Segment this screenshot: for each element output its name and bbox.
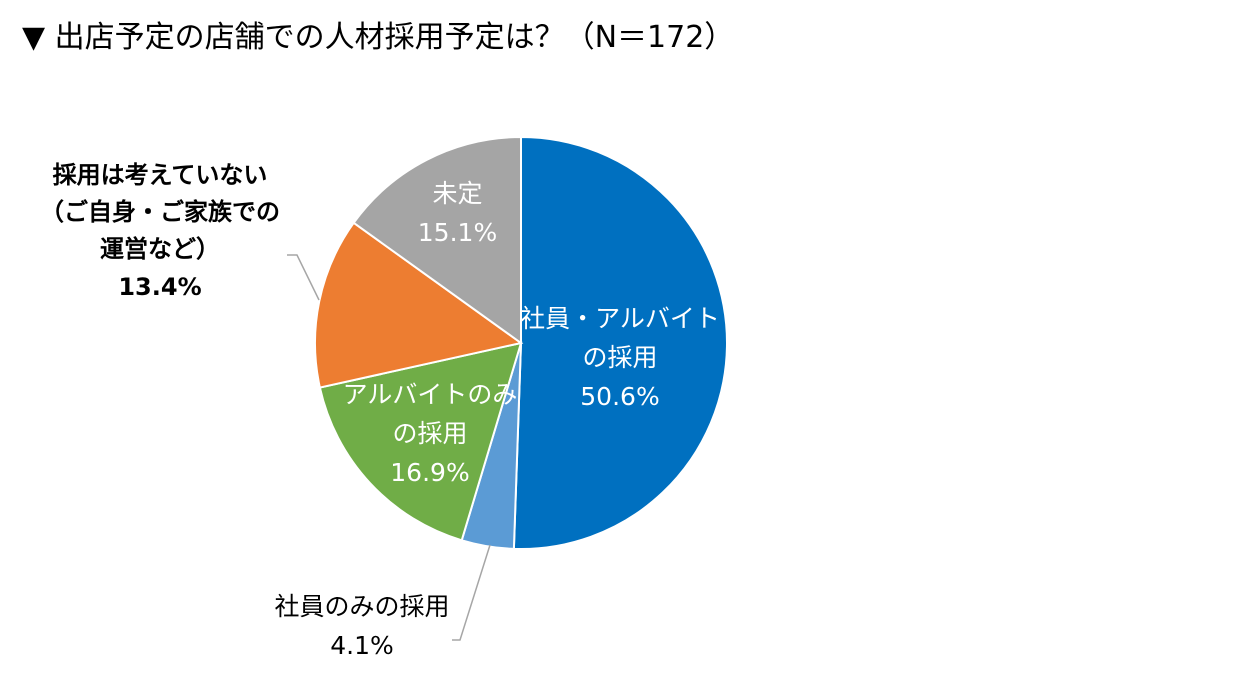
leader-line-employee xyxy=(452,544,491,641)
slice-label-none: 採用は考えていない （ご自身・ご家族での 運営など） 13.4% xyxy=(20,157,300,306)
slice-label-both-line2: の採用 xyxy=(582,342,658,372)
chart-title: ▼ 出店予定の店舗での人材採用予定は？（N＝172） xyxy=(22,20,735,55)
slice-label-employee: 社員のみの採用 4.1% xyxy=(262,588,462,666)
slice-label-both-line1: 社員・アルバイト xyxy=(520,304,720,333)
slice-value-none: 13.4% xyxy=(118,272,202,301)
slice-label-none-line3: 運営など） xyxy=(100,235,220,264)
leader-line-none xyxy=(287,254,320,301)
pie-slice-none xyxy=(314,221,524,389)
slice-label-undecided-line1: 未定 xyxy=(432,179,483,208)
slice-label-parttime-line2: の採用 xyxy=(392,418,468,448)
slice-value-undecided: 15.1% xyxy=(417,217,498,247)
slice-label-undecided: 未定 15.1% xyxy=(400,175,515,253)
slice-label-employee-line1: 社員のみの採用 xyxy=(274,592,450,621)
slice-label-parttime-line1: アルバイトのみ xyxy=(342,380,518,409)
pie-slice-undecided xyxy=(352,135,522,345)
pie-slice-parttime xyxy=(318,341,523,542)
slice-label-none-line2: （ご自身・ご家族での xyxy=(40,198,280,227)
slice-value-employee: 4.1% xyxy=(330,630,394,660)
slice-label-parttime: アルバイトのみ の採用 16.9% xyxy=(335,376,525,492)
slice-value-parttime: 16.9% xyxy=(390,457,470,487)
slice-label-none-line1: 採用は考えていない xyxy=(52,161,268,189)
pie-slice-both xyxy=(512,135,728,550)
slice-value-both: 50.6% xyxy=(580,381,660,411)
slice-label-both: 社員・アルバイト の採用 50.6% xyxy=(520,300,720,416)
